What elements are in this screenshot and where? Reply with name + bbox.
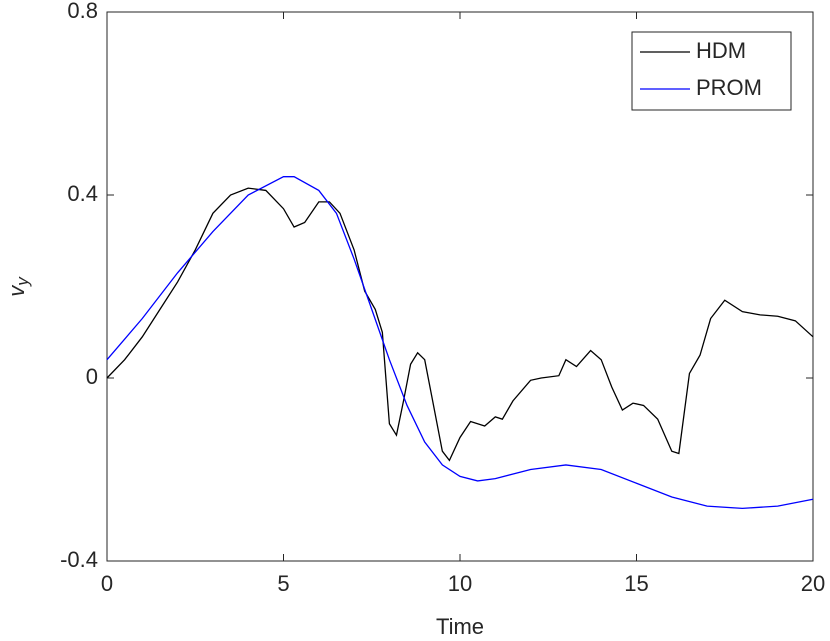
y-tick-label: 0.4 [67, 181, 98, 206]
x-tick-label: 20 [801, 571, 825, 596]
data-line [106, 187, 814, 462]
y-tick-label: -0.4 [60, 547, 98, 572]
legend-label: PROM [696, 75, 762, 100]
x-tick-label: 0 [101, 571, 113, 596]
data-line [106, 176, 814, 510]
legend-label: HDM [696, 38, 746, 63]
x-tick-label: 10 [448, 571, 472, 596]
y-axis-label-base: v [4, 284, 29, 297]
y-tick-label: 0.8 [67, 0, 98, 23]
x-axis-label: Time [436, 614, 484, 639]
axes-box [106, 11, 814, 562]
x-tick-label: 5 [277, 571, 289, 596]
x-tick-label: 15 [624, 571, 648, 596]
y-axis-label-subscript: y [13, 276, 32, 287]
y-axis-label: vy [4, 276, 33, 297]
legend-box [631, 31, 792, 111]
y-tick-label: 0 [86, 364, 98, 389]
